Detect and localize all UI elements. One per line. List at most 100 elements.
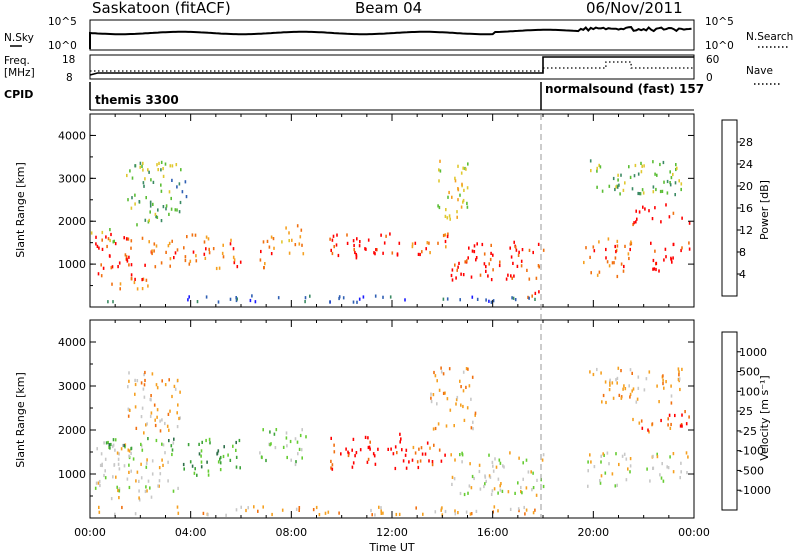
data-cell — [681, 413, 683, 417]
data-cell — [170, 207, 173, 211]
colorbar-tick-label: -25 — [739, 425, 757, 438]
data-cell — [437, 422, 440, 426]
data-cell — [631, 371, 633, 375]
data-cell — [128, 449, 131, 453]
data-cell — [208, 251, 211, 255]
data-cell — [675, 167, 677, 172]
data-cell — [612, 176, 615, 181]
data-cell — [193, 471, 196, 475]
data-cell — [462, 404, 464, 409]
data-cell — [114, 512, 116, 516]
data-cell — [184, 180, 187, 184]
data-cell — [459, 453, 461, 457]
data-cell — [488, 299, 490, 303]
velocity-panel: 1000 2000 3000 4000 Slant Range [km] 1000 50… — [14, 319, 771, 519]
data-cell — [153, 242, 156, 246]
data-cell — [627, 252, 630, 256]
data-cell — [537, 264, 540, 268]
data-cell — [138, 479, 140, 483]
data-cell — [298, 506, 301, 510]
time-axis-labels: 00:00 04:00 08:00 12:00 16:00 20:00 00:00 — [74, 526, 710, 539]
data-cell — [132, 457, 135, 461]
data-cell — [390, 447, 392, 451]
data-cell — [459, 298, 461, 302]
data-cell — [141, 164, 143, 168]
data-cell — [176, 411, 178, 415]
data-cell — [145, 485, 147, 489]
data-cell — [176, 505, 179, 509]
data-cell — [130, 469, 132, 473]
data-cell — [441, 506, 443, 510]
data-cell — [520, 490, 522, 494]
data-cell — [124, 253, 127, 257]
data-cell — [398, 512, 401, 516]
data-cell — [217, 449, 220, 453]
data-cell — [461, 182, 463, 186]
data-cell — [301, 456, 303, 460]
data-cell — [288, 239, 290, 243]
data-cell — [239, 260, 242, 264]
data-cell — [629, 175, 632, 179]
data-cell — [111, 282, 113, 286]
data-cell — [680, 187, 682, 192]
data-cell — [130, 451, 132, 455]
data-cell — [501, 489, 504, 493]
data-cell — [687, 455, 689, 459]
data-cell — [149, 486, 151, 490]
data-cell — [459, 193, 461, 197]
data-cell — [415, 506, 417, 510]
data-cell — [434, 426, 437, 431]
data-cell — [140, 442, 142, 446]
data-cell — [616, 376, 619, 380]
data-cell — [681, 367, 683, 371]
nave-line — [90, 61, 694, 72]
colorbar-tick-label: 25 — [739, 405, 753, 418]
data-cell — [300, 228, 303, 232]
data-cell — [448, 190, 450, 195]
data-cell — [665, 203, 667, 207]
data-cell — [528, 277, 531, 281]
data-cell — [604, 380, 607, 384]
data-cell — [629, 368, 632, 372]
data-cell — [285, 436, 288, 440]
data-cell — [374, 462, 377, 466]
data-cell — [208, 437, 211, 441]
data-cell — [156, 386, 159, 390]
data-cell — [157, 168, 159, 172]
data-cell — [637, 375, 640, 379]
data-cell — [116, 485, 118, 489]
data-cell — [652, 160, 654, 164]
data-cell — [164, 451, 166, 455]
data-cell — [629, 392, 632, 396]
data-cell — [207, 473, 210, 477]
data-cell — [378, 505, 380, 509]
data-cell — [637, 191, 639, 196]
y-tick-label: 4000 — [58, 129, 86, 142]
data-cell — [380, 506, 382, 510]
data-cell — [534, 291, 537, 295]
data-cell — [147, 168, 149, 172]
data-cell — [217, 460, 220, 464]
data-cell — [460, 171, 463, 175]
data-cell — [490, 278, 493, 282]
data-cell — [110, 497, 113, 501]
data-cell — [134, 405, 137, 409]
data-cell — [232, 444, 234, 448]
data-cell — [104, 469, 106, 473]
data-cell — [628, 165, 630, 169]
data-cell — [614, 256, 617, 260]
data-cell — [601, 189, 604, 193]
data-cell — [374, 252, 376, 256]
data-cell — [238, 438, 241, 443]
data-cell — [232, 247, 235, 251]
data-cell — [188, 295, 190, 299]
data-cell — [509, 451, 511, 455]
data-cell — [608, 462, 610, 466]
y-tick-label: 2000 — [58, 215, 86, 228]
data-cell — [101, 463, 103, 468]
data-cell — [608, 264, 611, 268]
data-cell — [352, 437, 355, 441]
data-cell — [158, 466, 161, 470]
velocity-colorbar: 1000 500 100 25 -25 -100 -500 -1000 — [721, 331, 771, 511]
data-cell — [138, 489, 140, 493]
